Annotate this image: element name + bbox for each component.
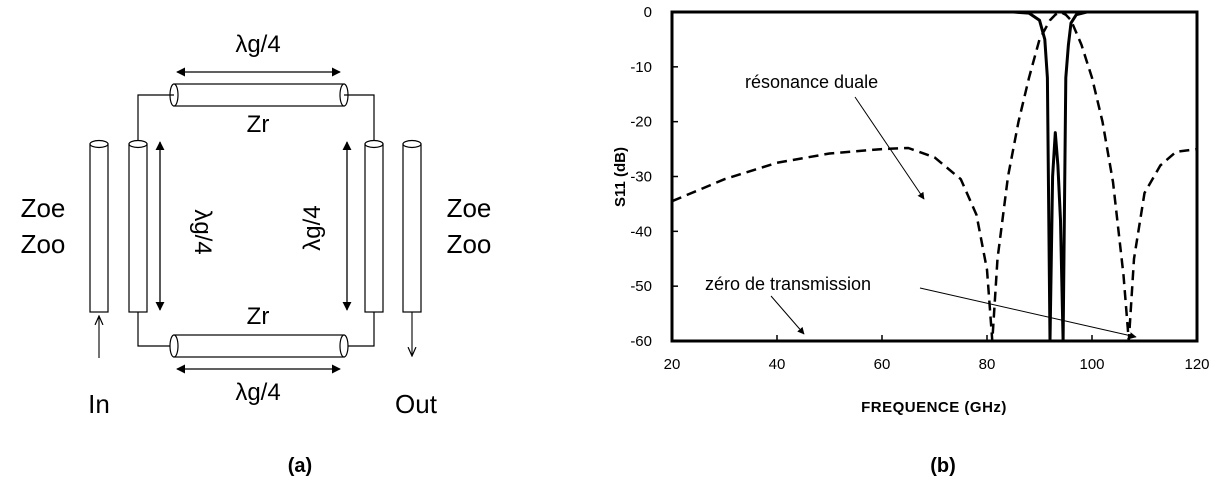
x-tick-label: 100: [1079, 356, 1104, 373]
left-coupled-line-outer: [89, 139, 109, 313]
dual-resonance-pointer: [854, 96, 925, 200]
right-zoo-label: Zoo: [447, 229, 492, 259]
panel-a-caption: (a): [288, 455, 312, 477]
chart-axes: 20 40 60 80 100 120 0 -10 -20 -30 -40 -50 -60: [630, 4, 1209, 373]
left-zoe-label: Zoe: [21, 193, 66, 223]
x-tick-label: 40: [769, 356, 786, 373]
left-coupled-line-inner: [128, 139, 148, 313]
left-zoo-label: Zoo: [21, 229, 66, 259]
chart-series-layer: [671, 10, 1198, 343]
right-coupled-line-outer: [402, 139, 422, 313]
dual-resonance-annotation: résonance duale: [745, 72, 878, 92]
series-solid-line: [672, 10, 1197, 343]
y-tick-label: -50: [630, 278, 652, 295]
schematic-panel: λg/4 Zr λg/4: [21, 31, 492, 477]
transmission-zero-annotation: zéro de transmission: [705, 274, 871, 294]
output-port-label: Out: [395, 389, 438, 419]
x-tick-label: 120: [1184, 356, 1209, 373]
bottom-lambda-label: λg/4: [235, 379, 280, 406]
connection-wires: [137, 94, 375, 347]
top-lambda-label: λg/4: [235, 31, 280, 58]
panel-b-caption: (b): [930, 455, 956, 477]
bottom-line-zr: [169, 334, 349, 358]
top-zr-label: Zr: [247, 111, 270, 138]
right-zoe-label: Zoe: [447, 193, 492, 223]
top-line-zr: [169, 83, 349, 107]
bottom-zr-label: Zr: [247, 303, 270, 330]
s11-chart: 20 40 60 80 100 120 0 -10 -20 -30 -40 -50 -60 S11 (d…: [612, 4, 1210, 477]
series-dashed-line: [671, 10, 1198, 343]
x-tick-label: 60: [874, 356, 891, 373]
y-tick-label: 0: [644, 4, 652, 21]
y-axis-label: S11 (dB): [612, 147, 629, 207]
right-coupled-line-inner: [364, 139, 384, 313]
plot-frame: [670, 10, 1199, 343]
y-tick-label: -40: [630, 223, 652, 240]
x-tick-label: 80: [979, 356, 996, 373]
transmission-zero-pointer-right: [919, 287, 1137, 340]
y-tick-label: -20: [630, 114, 652, 131]
left-lambda-label: λg/4: [189, 209, 216, 254]
right-lambda-label: λg/4: [299, 205, 326, 250]
x-axis-label: FREQUENCE (GHz): [861, 399, 1007, 416]
x-tick-label: 20: [664, 356, 681, 373]
input-port-label: In: [88, 389, 110, 419]
y-tick-label: -30: [630, 169, 652, 186]
transmission-zero-pointer-left: [770, 295, 805, 335]
y-tick-label: -10: [630, 59, 652, 76]
y-tick-label: -60: [630, 333, 652, 350]
